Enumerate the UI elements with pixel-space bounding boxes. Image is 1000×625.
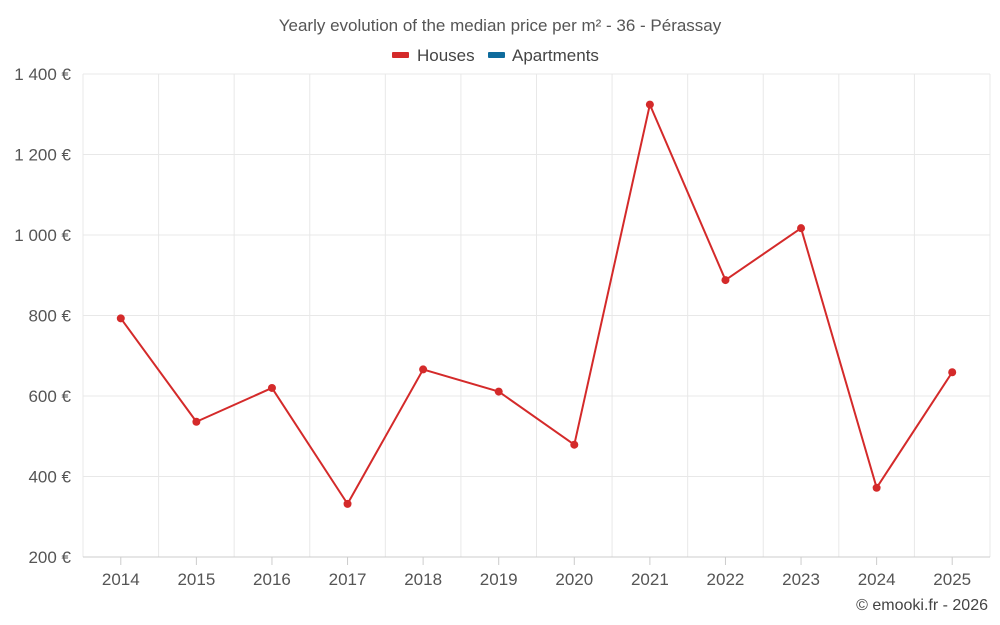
x-tick-label: 2017 <box>329 570 367 589</box>
y-tick-label: 600 € <box>28 387 71 406</box>
y-tick-label: 400 € <box>28 468 71 487</box>
grid <box>82 73 991 557</box>
data-point-houses-2023[interactable] <box>797 224 806 233</box>
data-point-houses-2024[interactable] <box>872 483 881 492</box>
y-tick-label: 800 € <box>28 307 71 326</box>
x-tick-label: 2023 <box>782 570 820 589</box>
series <box>116 100 957 508</box>
legend-label-apartments[interactable]: Apartments <box>512 46 599 65</box>
data-point-houses-2017[interactable] <box>343 499 352 508</box>
series-line-houses[interactable] <box>119 103 954 505</box>
legend-swatch-houses[interactable] <box>392 52 409 58</box>
y-tick-label: 200 € <box>28 548 71 567</box>
y-tick-label: 1 400 € <box>14 65 71 84</box>
x-tick-label: 2019 <box>480 570 518 589</box>
legend-label-houses[interactable]: Houses <box>417 46 475 65</box>
x-tick-label: 2016 <box>253 570 291 589</box>
legend: Houses Apartments <box>392 46 599 65</box>
data-point-houses-2020[interactable] <box>570 440 579 449</box>
x-tick-label: 2020 <box>555 570 593 589</box>
data-point-houses-2022[interactable] <box>721 276 730 285</box>
x-tick-label: 2015 <box>177 570 215 589</box>
data-point-houses-2025[interactable] <box>948 368 957 377</box>
data-point-houses-2021[interactable] <box>645 100 654 109</box>
x-tick-label: 2022 <box>707 570 745 589</box>
y-tick-label: 1 200 € <box>14 146 71 165</box>
x-tick-label: 2025 <box>933 570 971 589</box>
x-tick-label: 2021 <box>631 570 669 589</box>
credit-text: © emooki.fr - 2026 <box>856 597 988 614</box>
data-point-houses-2016[interactable] <box>267 383 276 392</box>
x-tick-label: 2014 <box>102 570 140 589</box>
data-point-houses-2018[interactable] <box>419 365 428 374</box>
chart-title: Yearly evolution of the median price per… <box>279 16 722 35</box>
x-tick-label: 2018 <box>404 570 442 589</box>
legend-swatch-apartments[interactable] <box>488 52 505 58</box>
data-point-houses-2014[interactable] <box>116 314 125 323</box>
data-point-houses-2015[interactable] <box>192 417 201 426</box>
axes: 200 € 400 € 600 € 800 € 1 000 € 1 200 € 1 400 … <box>14 65 990 589</box>
y-tick-label: 1 000 € <box>14 226 71 245</box>
x-tick-label: 2024 <box>858 570 896 589</box>
data-point-houses-2019[interactable] <box>494 387 503 396</box>
